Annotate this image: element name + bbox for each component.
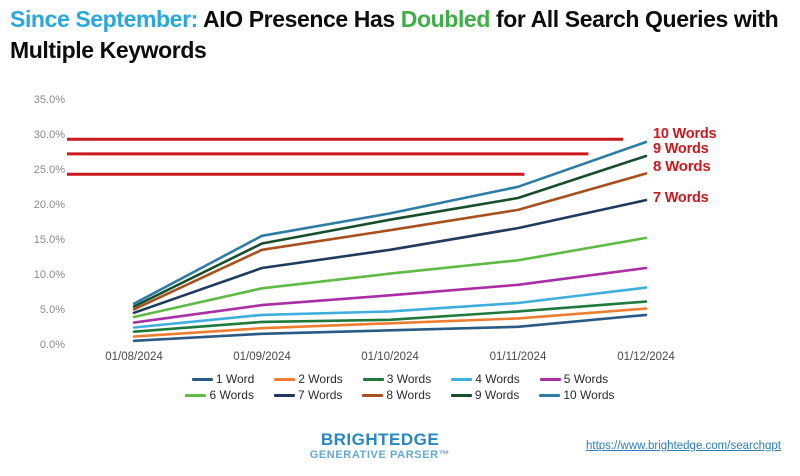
legend-item-5-words: 5 Words	[539, 372, 609, 386]
brightedge-logo-wordmark: BRIGHTEDGE	[320, 430, 440, 449]
legend-label: 4 Words	[475, 372, 520, 386]
title-segment-3: for All Search Queries with	[489, 6, 779, 32]
legend-label: 9 Words	[474, 388, 520, 402]
legend-row-2: 6 Words 7 Words 8 Words 9 Words 10 Words	[185, 388, 615, 402]
title-line1: Since September: AIO Presence Has Double…	[10, 4, 790, 35]
y-tick-0: 0.0%	[39, 339, 65, 351]
y-tick-5: 5.0%	[39, 304, 65, 316]
legend-label: 6 Words	[209, 388, 254, 402]
legend-item-8-words: 8 Words	[362, 388, 431, 402]
series-line-7-words	[132, 198, 648, 315]
legend-swatch-icon	[185, 393, 207, 397]
series-line-2-words	[132, 307, 648, 338]
legend-item-7-words: 7 Words	[273, 388, 343, 402]
legend-item-4-words: 4 Words	[451, 372, 520, 386]
brightedge-logo: BRIGHTEDGE GENERATIVE PARSER™	[0, 431, 760, 462]
legend-label: 2 Words	[298, 372, 343, 386]
legend-swatch-icon	[274, 377, 296, 381]
legend-label: 3 Words	[386, 372, 432, 386]
annotation-label-7-words: 7 Words	[653, 190, 709, 207]
legend-item-1-word: 1 Word	[191, 372, 255, 386]
y-tick-35: 35.0%	[33, 94, 65, 106]
title-line2: Multiple Keywords	[10, 37, 207, 63]
series-line-5-words	[132, 266, 648, 324]
y-tick-25: 25.0%	[33, 164, 65, 176]
legend-item-6-words: 6 Words	[185, 388, 254, 402]
series-line-9-words	[132, 154, 648, 308]
legend-label: 1 Word	[215, 372, 255, 386]
annotation-label-8-words: 8 Words	[653, 157, 711, 175]
y-tick-10: 10.0%	[33, 269, 65, 281]
legend-label: 8 Words	[386, 388, 431, 402]
legend-item-9-words: 9 Words	[450, 388, 520, 402]
legend-swatch-icon	[539, 393, 561, 397]
legend-swatch-icon	[273, 393, 295, 397]
series-line-3-words	[132, 300, 648, 334]
chart-legend: 1 Word 2 Words 3 Words 4 Words 5 Words 6 Wor…	[0, 372, 800, 402]
y-tick-20: 20.0%	[33, 199, 65, 211]
legend-item-3-words: 3 Words	[362, 372, 432, 386]
title-segment-0: Since September:	[10, 6, 198, 32]
x-tick-01-11-2024: 01/11/2024	[489, 351, 547, 363]
legend-item-10-words: 10 Words	[539, 388, 615, 402]
legend-swatch-icon	[191, 377, 213, 381]
y-tick-30: 30.0%	[33, 129, 65, 141]
x-tick-01-10-2024: 01/10/2024	[361, 351, 419, 363]
x-tick-01-09-2024: 01/09/2024	[233, 351, 291, 363]
series-line-6-words	[132, 236, 648, 319]
series-line-1-word	[132, 313, 648, 343]
brightedge-logo-subtitle: GENERATIVE PARSER™	[309, 449, 451, 461]
legend-swatch-icon	[450, 393, 472, 397]
annotation-label-9-words: 9 Words	[653, 141, 709, 158]
title-segment-1: AIO Presence Has	[197, 6, 401, 32]
legend-label: 10 Words	[563, 388, 615, 402]
annotation-label-10-words: 10 Words	[653, 126, 717, 142]
legend-label: 5 Words	[563, 372, 609, 386]
page-title: Since September: AIO Presence Has Double…	[10, 4, 790, 66]
legend-item-2-words: 2 Words	[274, 372, 343, 386]
y-tick-15: 15.0%	[33, 234, 65, 246]
legend-label: 7 Words	[297, 388, 343, 402]
legend-swatch-icon	[451, 377, 473, 381]
series-line-4-words	[132, 286, 648, 329]
title-segment-2: Doubled	[400, 6, 491, 32]
x-tick-01-08-2024: 01/08/2024	[105, 351, 163, 363]
x-tick-01-12-2024: 01/12/2024	[617, 351, 675, 363]
legend-swatch-icon	[362, 393, 384, 397]
legend-swatch-icon	[362, 377, 384, 381]
series-line-10-words	[132, 140, 648, 306]
brightedge-searchgpt-link[interactable]: https://www.brightedge.com/searchgpt	[586, 440, 781, 452]
series-line-8-words	[132, 172, 648, 311]
legend-swatch-icon	[539, 377, 561, 381]
legend-row-1: 1 Word 2 Words 3 Words 4 Words 5 Words	[191, 372, 609, 386]
